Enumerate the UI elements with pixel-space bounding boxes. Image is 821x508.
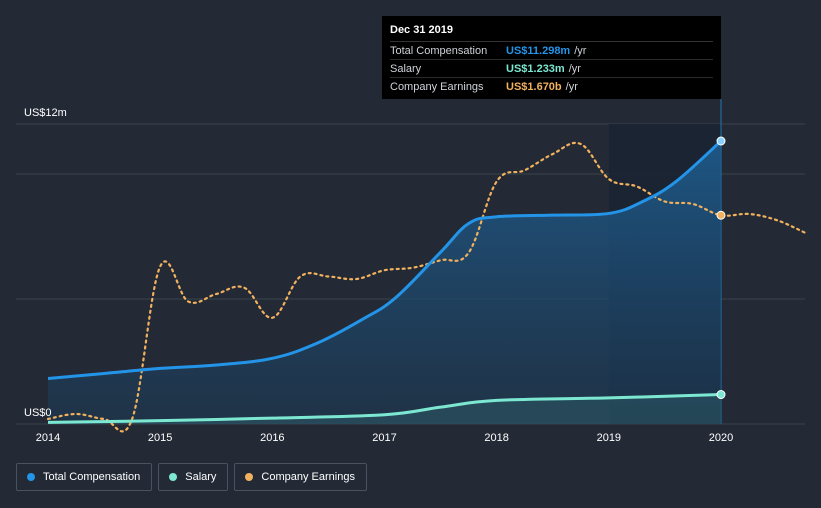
tooltip-row-salary: Salary US$1.233m /yr (390, 60, 713, 78)
tooltip-value: US$11.298m (506, 44, 571, 57)
tooltip-label: Salary (390, 62, 422, 75)
tooltip-unit: /yr (568, 62, 581, 75)
legend-dot-icon (27, 473, 35, 481)
legend-label: Total Compensation (43, 471, 141, 483)
end-points (716, 136, 726, 400)
line-salary (47, 393, 722, 424)
x-tick-label: 2019 (597, 432, 621, 444)
point-company-earnings (716, 210, 726, 220)
legend-dot-icon (169, 473, 178, 481)
y-tick-label: US$12m (24, 107, 67, 119)
line-company-earnings (46, 141, 807, 433)
legend-label: Salary (185, 471, 217, 483)
point-salary (716, 390, 726, 400)
point-total-compensation (716, 136, 726, 146)
x-tick-label: 2016 (260, 432, 284, 444)
x-tick-label: 2018 (484, 432, 508, 444)
area-total-compensation (48, 141, 721, 424)
tooltip-unit: /yr (574, 44, 587, 57)
area-fills (48, 141, 721, 424)
x-tick-label: 2020 (709, 432, 733, 444)
x-tick-label: 2015 (148, 432, 172, 444)
tooltip-row-company-earnings: Company Earnings US$1.670b /yr (390, 78, 713, 95)
tooltip-date: Dec 31 2019 (390, 24, 713, 42)
tooltip-label: Company Earnings (390, 80, 484, 93)
tooltip-value: US$1.670b (506, 80, 562, 93)
legend-item-total-compensation[interactable]: Total Compensation (16, 463, 153, 491)
y-tick-label: US$0 (24, 407, 52, 419)
tooltip: Dec 31 2019 Total Compensation US$11.298… (382, 16, 721, 99)
legend-item-company-earnings[interactable]: Company Earnings (234, 463, 367, 491)
axis-ticks: 2014 2015 2016 2017 2018 2019 2020 US$0 US$12m (24, 107, 733, 444)
legend-dot-icon (245, 473, 254, 481)
x-tick-label: 2017 (372, 432, 396, 444)
tooltip-row-total-compensation: Total Compensation US$11.298m /yr (390, 42, 713, 60)
series-lines (46, 139, 807, 433)
x-tick-label: 2014 (36, 432, 60, 444)
legend: Total Compensation Salary Company Earnin… (16, 463, 367, 491)
tooltip-value: US$1.233m (506, 62, 565, 75)
legend-label: Company Earnings (261, 471, 355, 483)
line-total-compensation (47, 139, 723, 381)
legend-item-salary[interactable]: Salary (158, 463, 229, 491)
area-salary (48, 394, 721, 424)
tooltip-unit: /yr (565, 80, 578, 93)
tooltip-label: Total Compensation (390, 44, 488, 57)
